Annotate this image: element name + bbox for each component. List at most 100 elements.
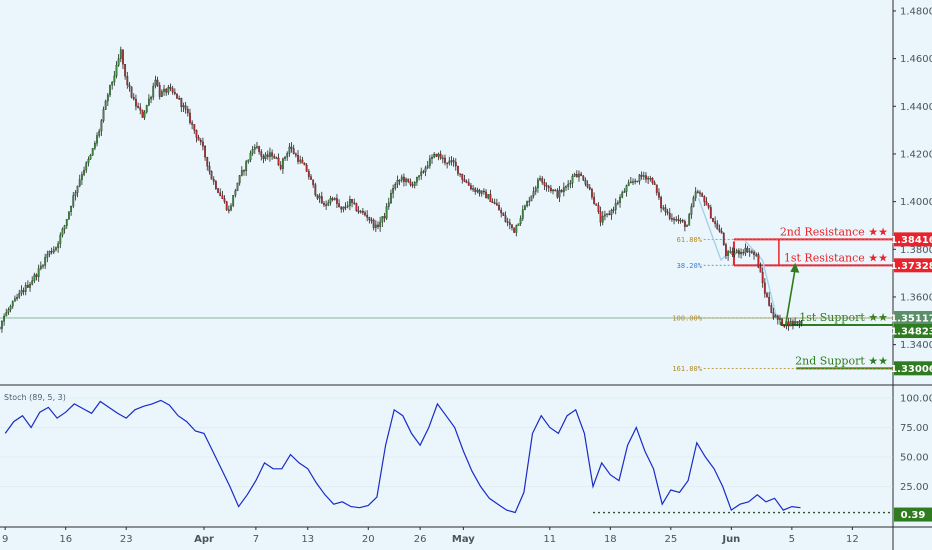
candle-body <box>70 206 73 212</box>
candle-body <box>459 173 462 175</box>
candle-body <box>534 187 537 192</box>
candle-body <box>273 156 276 159</box>
axes[interactable]: 1.48000 1.46000 1.44000 1.42000 1.40000 1.380… <box>2 6 932 545</box>
candle-body <box>243 170 245 172</box>
candle-body <box>554 189 557 192</box>
candle-body <box>707 205 710 208</box>
candle-body <box>573 174 576 177</box>
time-tick-label: 5 <box>789 534 795 545</box>
fib-level-label: 61.80% <box>677 236 703 244</box>
candle-body <box>189 112 191 123</box>
candle-body <box>98 130 101 136</box>
price-tick-label: 1.48000 <box>900 6 932 17</box>
candle-body <box>571 175 574 184</box>
candle-body <box>297 155 299 162</box>
candle-body <box>543 182 546 186</box>
candle-body <box>238 175 241 184</box>
candle-body <box>482 190 485 193</box>
candle-body <box>303 163 306 166</box>
time-tick-label: May <box>452 534 475 545</box>
candle-body <box>320 196 323 204</box>
candle-body <box>541 178 544 183</box>
candle-body <box>582 175 585 181</box>
candle-body <box>681 220 684 222</box>
candle-body <box>759 267 762 273</box>
candle-body <box>251 149 254 154</box>
candle-body <box>154 79 157 87</box>
price-tag-label: 1.38416 <box>890 235 932 246</box>
candle-body <box>629 181 632 184</box>
resistance-label: 1st Resistance ★★ <box>784 251 888 264</box>
oscillator-title: Stoch (89, 5, 3) <box>4 393 66 402</box>
candle-body <box>182 105 185 108</box>
candle-body <box>113 75 116 83</box>
candle-body <box>284 156 286 159</box>
candle-body <box>601 215 604 223</box>
candle-body <box>22 290 25 292</box>
support-label: 1st Support ★★ <box>799 311 888 324</box>
candle-body <box>217 188 219 193</box>
price-tag-label: 1.37328 <box>890 261 932 272</box>
candle-body <box>76 185 79 193</box>
price-tag-label: 0.39 <box>901 510 926 521</box>
candle-body <box>441 157 444 160</box>
candle-body <box>150 96 152 100</box>
candle-body <box>569 182 572 185</box>
fib-swing-line <box>697 197 727 262</box>
price-tick-label: 1.38000 <box>900 245 932 256</box>
candle-body <box>264 154 267 159</box>
candle-body <box>619 197 621 203</box>
candle-body <box>374 224 377 228</box>
candle-body <box>504 215 507 222</box>
candle-body <box>0 327 1 329</box>
candle-body <box>757 254 760 268</box>
candle-body <box>776 315 779 320</box>
candle-body <box>169 86 172 89</box>
candle-body <box>325 204 328 206</box>
oscillator-tick-label: 25.00 <box>900 482 929 493</box>
candle-body <box>800 321 803 325</box>
candle-body <box>591 189 593 198</box>
candle-body <box>346 205 349 208</box>
candle-body <box>549 187 552 192</box>
candle-body <box>342 206 345 210</box>
candle-body <box>221 195 224 199</box>
candle-body <box>385 206 388 219</box>
candle-body <box>115 65 118 77</box>
candle-body <box>59 234 62 244</box>
candle-body <box>792 321 794 325</box>
candle-body <box>714 221 717 224</box>
candle-body <box>649 177 652 180</box>
time-tick-label: Jun <box>721 534 740 545</box>
candle-body <box>431 156 433 159</box>
candle-body <box>165 88 168 93</box>
candle-body <box>156 79 159 86</box>
candle-body <box>655 184 658 193</box>
candle-body <box>199 140 202 143</box>
candle-body <box>85 162 88 171</box>
candle-body <box>122 49 124 65</box>
candle-body <box>426 165 429 169</box>
candle-body <box>558 189 561 198</box>
candle-body <box>731 251 734 255</box>
candle-body <box>470 185 472 190</box>
candle-body <box>506 221 509 223</box>
candle-body <box>396 180 399 185</box>
candle-body <box>437 153 440 157</box>
candle-body <box>513 227 516 233</box>
candle-body <box>355 203 358 211</box>
candle-body <box>798 321 801 324</box>
candle-body <box>364 212 366 216</box>
candle-body <box>135 98 137 107</box>
candle-body <box>184 105 187 110</box>
time-tick-label: 25 <box>664 534 677 545</box>
candle-body <box>465 181 468 183</box>
candle-body <box>26 285 29 288</box>
candle-body <box>124 64 127 77</box>
candle-body <box>774 315 777 318</box>
candle-body <box>219 192 222 196</box>
candle-body <box>87 159 90 163</box>
candle-body <box>46 253 49 258</box>
candle-body <box>487 194 490 199</box>
candle-body <box>763 282 766 294</box>
